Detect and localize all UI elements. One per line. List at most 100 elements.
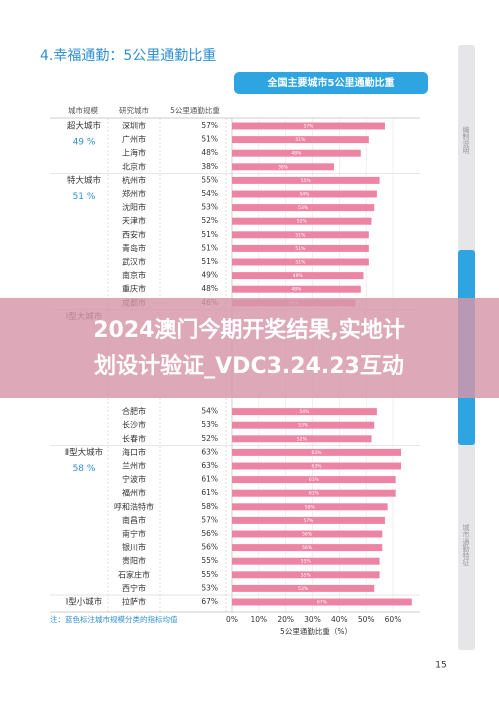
bar-label: 57%: [303, 124, 314, 130]
bar: [232, 285, 361, 293]
city-name: 长春市: [122, 433, 146, 443]
city-name: 北京市: [122, 161, 146, 171]
x-tick-label: 10%: [250, 615, 267, 624]
group-average: 58 %: [73, 464, 96, 474]
column-header: 城市规模: [68, 105, 98, 115]
city-name: 合肥市: [122, 406, 146, 416]
bar-label: 48%: [291, 287, 302, 293]
bar: [232, 231, 369, 239]
value-text: 38%: [201, 162, 218, 171]
bar-label: 51%: [295, 232, 306, 238]
value-text: 55%: [201, 175, 218, 184]
value-text: 54%: [201, 189, 218, 198]
value-text: 56%: [201, 543, 218, 552]
city-name: 拉萨市: [122, 597, 146, 607]
value-text: 49%: [201, 271, 218, 280]
bar: [232, 258, 369, 266]
bar: [232, 476, 396, 484]
bar-label: 54%: [299, 192, 310, 198]
bar-label: 49%: [293, 273, 304, 279]
x-tick-label: 30%: [304, 615, 321, 624]
city-name: 福州市: [122, 488, 146, 498]
column-header: 5公里通勤比重: [170, 105, 220, 115]
value-text: 48%: [201, 148, 218, 157]
city-name: 上海市: [122, 148, 146, 158]
value-text: 67%: [201, 597, 218, 606]
x-tick-label: 60%: [385, 615, 402, 624]
value-text: 52%: [201, 434, 218, 443]
bar: [232, 217, 372, 225]
value-text: 63%: [201, 447, 218, 456]
city-name: 广州市: [122, 134, 146, 144]
bar-label: 48%: [291, 151, 302, 157]
value-text: 63%: [201, 461, 218, 470]
banner-text: 2024澳门今期开奖结果,实地计: [93, 317, 405, 343]
chart-title-box: [234, 72, 428, 94]
bar-label: 53%: [298, 423, 309, 429]
group-average: 49 %: [73, 138, 96, 148]
bar: [232, 448, 402, 456]
bar: [232, 598, 412, 606]
bar-label: 53%: [298, 205, 309, 211]
bar: [232, 489, 396, 497]
bar-label: 61%: [309, 477, 320, 483]
x-tick-label: 20%: [277, 615, 294, 624]
city-name: 南昌市: [122, 515, 146, 525]
column-header: 研究城市: [119, 105, 149, 115]
bar-label: 63%: [312, 450, 323, 456]
city-name: 长沙市: [122, 420, 146, 430]
bar-label: 51%: [295, 260, 306, 266]
bar-label: 52%: [297, 436, 308, 442]
banner-text: 划设计验证_VDC3.24.23互动: [94, 353, 404, 379]
value-text: 52%: [201, 216, 218, 225]
group-name: 超大城市: [67, 121, 102, 132]
bar: [232, 544, 383, 552]
bar: [232, 421, 375, 429]
city-name: 郑州市: [122, 189, 146, 199]
city-name: 深圳市: [122, 121, 146, 131]
bar: [232, 136, 369, 144]
bar: [232, 584, 375, 592]
bar: [232, 571, 380, 579]
city-name: 杭州市: [122, 175, 146, 185]
value-text: 53%: [201, 420, 218, 429]
bar: [232, 503, 388, 511]
value-text: 53%: [201, 583, 218, 592]
group-average: 51 %: [73, 192, 96, 202]
bar-label: 53%: [298, 586, 309, 592]
bar-label: 51%: [295, 246, 306, 252]
city-name: 青岛市: [122, 243, 146, 253]
bar-label: 58%: [305, 504, 316, 510]
bar-label: 63%: [312, 464, 323, 470]
value-text: 55%: [201, 570, 218, 579]
bar-label: 55%: [301, 178, 312, 184]
bar: [232, 149, 361, 157]
value-text: 51%: [201, 230, 218, 239]
bar-label: 61%: [309, 491, 320, 497]
bar-label: 56%: [302, 532, 313, 538]
bar: [232, 176, 380, 184]
note: 注：蓝色标注城市规模分类的指标均值: [50, 614, 178, 624]
bar: [232, 163, 334, 171]
city-name: 银川市: [122, 542, 146, 552]
value-text: 57%: [201, 121, 218, 130]
side-label: 编制说明: [462, 125, 470, 155]
city-name: 南宁市: [122, 529, 146, 539]
bar: [232, 204, 375, 212]
bar-label: 57%: [303, 518, 314, 524]
value-text: 58%: [201, 502, 218, 511]
value-text: 48%: [201, 284, 218, 293]
city-name: 宁波市: [122, 474, 146, 484]
bar-label: 55%: [301, 572, 312, 578]
value-text: 51%: [201, 243, 218, 252]
value-text: 53%: [201, 203, 218, 212]
group-name: Ⅱ型大城市: [65, 447, 104, 458]
value-text: 55%: [201, 556, 218, 565]
city-name: 沈阳市: [122, 202, 146, 212]
page-number: 15: [435, 661, 446, 671]
bar: [232, 530, 383, 538]
value-text: 54%: [201, 407, 218, 416]
bar: [232, 557, 380, 565]
